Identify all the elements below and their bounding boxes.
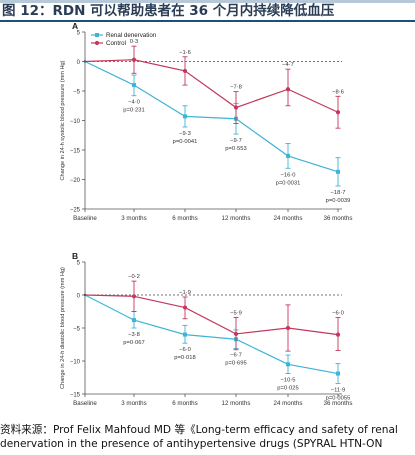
x-tick-label: 24 months — [274, 215, 303, 222]
p-value-label: p=0·0041 — [173, 139, 198, 145]
p-value-label: p=0·0055 — [326, 395, 351, 401]
data-point — [182, 68, 188, 74]
legend-label: Renal denervation — [106, 32, 157, 39]
series-line — [84, 294, 339, 375]
x-tick-label: 36 months — [324, 400, 353, 407]
legend-swatch-marker — [94, 40, 100, 46]
data-label: −1·6 — [179, 50, 191, 56]
data-label: −16·0 — [281, 172, 296, 178]
y-tick-label: −15 — [70, 149, 81, 155]
data-label: −3·8 — [128, 332, 140, 338]
data-label: −10·5 — [281, 378, 296, 384]
series-renal-denervation: −3·8 −6·0 −6·7 −10·5 −11·9 — [83, 293, 346, 393]
source-note: 资料来源：Prof Felix Mahfoud MD 等《Long-term e… — [0, 423, 415, 455]
data-point — [132, 318, 136, 323]
data-point — [132, 83, 136, 88]
data-label: −4·0 — [128, 100, 140, 106]
y-tick-label: −10 — [70, 360, 81, 366]
data-label: −11·9 — [331, 387, 346, 393]
y-tick-label: 0 — [77, 60, 81, 66]
y-tick-label: 5 — [77, 261, 81, 267]
source-line-1: 资料来源：Prof Felix Mahfoud MD 等《Long-term e… — [0, 424, 398, 436]
series-line — [84, 59, 339, 113]
data-point — [182, 305, 188, 310]
p-value-label: p=0·018 — [174, 355, 195, 361]
y-tick-label: −10 — [70, 119, 81, 125]
source-line-2: denervation in the presence of antihyper… — [0, 438, 383, 450]
data-label: −9·7 — [230, 138, 242, 144]
y-axis-label: Change in 24-h systolic blood pressure (… — [60, 60, 66, 180]
data-label: −6·0 — [179, 347, 191, 353]
data-label: −7·8 — [230, 85, 242, 91]
data-point — [336, 169, 340, 174]
series-control: 0·3 −1·6 −7·8 −4·7 −8·6 — [83, 39, 344, 129]
data-point — [233, 105, 239, 110]
data-point — [285, 325, 291, 331]
y-tick-label: −20 — [70, 178, 81, 184]
data-label: −5·9 — [230, 310, 242, 316]
data-label: −18·7 — [331, 190, 346, 196]
p-value-label: p=0·231 — [123, 108, 144, 114]
data-point — [233, 331, 239, 337]
data-point — [131, 57, 137, 62]
x-tick-label: 12 months — [222, 400, 251, 407]
data-point — [183, 332, 187, 337]
p-value-label: p=0·553 — [225, 146, 246, 152]
y-tick-label: −5 — [73, 90, 81, 96]
data-label: −6·0 — [332, 310, 344, 316]
p-value-label: p=0·0031 — [276, 180, 301, 186]
figure-title: 图 12：RDN 可以帮助患者在 36 个月内持续降低血压 — [0, 0, 415, 22]
p-value-label: p=0·025 — [277, 386, 298, 392]
legend-swatch-marker — [95, 33, 99, 37]
y-axis-label: Change in 24-h diastolic blood pressure … — [60, 267, 66, 389]
data-point — [131, 294, 137, 299]
series-control: −0·2 −1·9 −5·9 −6·0 — [83, 274, 344, 352]
data-point — [285, 87, 291, 92]
p-value-label: p=0·0039 — [326, 198, 351, 204]
data-point — [335, 110, 341, 115]
data-point — [335, 332, 341, 337]
data-label: −9·3 — [179, 131, 191, 137]
data-label: −0·2 — [128, 274, 140, 280]
data-label: −4·7 — [282, 62, 294, 68]
series-line — [84, 294, 339, 336]
x-tick-label: Baseline — [73, 215, 97, 222]
panel-letter: B — [72, 251, 78, 261]
data-point — [286, 153, 290, 158]
p-value-label: p=0·067 — [123, 340, 144, 346]
series-line — [84, 60, 339, 173]
x-tick-label: 3 months — [121, 400, 146, 407]
legend-label: Control — [106, 40, 126, 47]
data-point — [183, 114, 187, 119]
data-point — [336, 371, 340, 376]
y-tick-label: −5 — [73, 327, 81, 333]
y-tick-label: 0 — [77, 294, 81, 300]
data-point-origin — [83, 60, 87, 63]
x-tick-label: 12 months — [222, 215, 251, 222]
data-label: −8·6 — [332, 89, 344, 95]
x-tick-label: 24 months — [274, 400, 303, 407]
p-value-label: p=0·695 — [225, 360, 246, 366]
data-label: −6·7 — [230, 352, 242, 358]
x-tick-label: 6 months — [172, 400, 197, 407]
x-tick-label: Baseline — [73, 400, 97, 407]
x-tick-label: 6 months — [172, 215, 197, 222]
y-tick-label: −25 — [70, 208, 81, 214]
series-renal-denervation: −4·0 −9·3 −9·7 −16·0 −18·7 — [83, 60, 346, 196]
data-label: 0·3 — [130, 39, 138, 45]
data-point-origin — [83, 293, 87, 297]
y-tick-label: 5 — [77, 31, 81, 37]
y-tick-label: −15 — [70, 393, 81, 399]
x-tick-label: 3 months — [121, 215, 146, 222]
panel-letter: A — [72, 22, 78, 31]
data-label: −1·9 — [179, 290, 191, 296]
x-tick-label: 36 months — [324, 215, 353, 222]
data-point — [286, 362, 290, 367]
